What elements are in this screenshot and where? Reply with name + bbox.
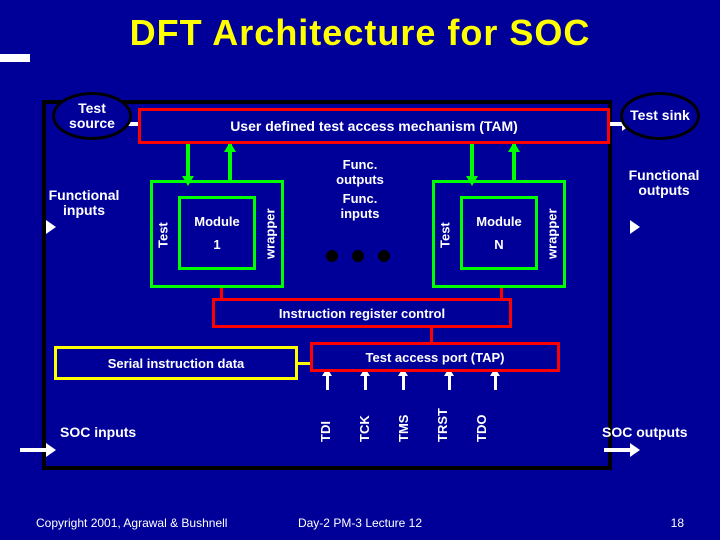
arrowhead-icon xyxy=(630,220,640,234)
dot-icon xyxy=(326,250,338,262)
soc-inputs-label: SOC inputs xyxy=(60,424,136,440)
tap-pin-tms: TMS xyxy=(396,388,411,442)
arrowhead-icon xyxy=(630,443,640,457)
dot-icon xyxy=(378,250,390,262)
tap-pins: TDI TCK TMS TRST TDO xyxy=(318,388,489,442)
func-center-labels: Func. outputs Func. inputs xyxy=(300,158,420,222)
module-n-num: N xyxy=(494,237,503,252)
sid-box: Serial instruction data xyxy=(54,346,298,380)
functional-outputs-label: Functional outputs xyxy=(614,168,714,199)
irc-box: Instruction register control xyxy=(212,298,512,328)
functional-inputs-label: Functional inputs xyxy=(34,188,134,219)
test-sink-label: Test sink xyxy=(630,108,690,123)
module-1-wrapper-label: wrapper xyxy=(260,188,280,280)
module-1-name: Module xyxy=(194,214,240,229)
module-n-test-label: Test xyxy=(435,200,455,270)
tam-label: User defined test access mechanism (TAM) xyxy=(230,118,518,134)
footer-lecture: Day-2 PM-3 Lecture 12 xyxy=(0,516,720,530)
tap-box: Test access port (TAP) xyxy=(310,342,560,372)
dot-icon xyxy=(352,250,364,262)
func-outputs-l2: outputs xyxy=(300,173,420,188)
irc-label: Instruction register control xyxy=(279,306,445,321)
module-n-group: Module N Test wrapper xyxy=(432,180,566,288)
module-n-name: Module xyxy=(476,214,522,229)
func-inputs-l2: inputs xyxy=(300,207,420,222)
test-source-ellipse: Test source xyxy=(52,92,132,140)
module-n-wrapper-label: wrapper xyxy=(542,188,562,280)
module-1-group: Module 1 Test wrapper xyxy=(150,180,284,288)
page-title: DFT Architecture for SOC xyxy=(0,0,720,54)
tam-box: User defined test access mechanism (TAM) xyxy=(138,108,610,144)
test-source-label: Test source xyxy=(55,101,129,132)
func-inputs-l1: Func. xyxy=(300,192,420,207)
module-1-box: Module 1 xyxy=(178,196,256,270)
test-sink-ellipse: Test sink xyxy=(620,92,700,140)
footer-page-num: 18 xyxy=(671,516,684,530)
arrow-icon xyxy=(0,58,30,62)
tap-pin-tdo: TDO xyxy=(474,388,489,442)
soc-outputs-label: SOC outputs xyxy=(602,424,712,440)
tap-pin-tdi: TDI xyxy=(318,388,333,442)
ellipsis-dots xyxy=(326,250,390,262)
arrowhead-icon xyxy=(46,443,56,457)
tap-pin-trst: TRST xyxy=(435,388,450,442)
module-1-num: 1 xyxy=(213,237,220,252)
module-n-box: Module N xyxy=(460,196,538,270)
module-1-test-label: Test xyxy=(153,200,173,270)
arrowhead-icon xyxy=(46,220,56,234)
func-outputs-l1: Func. xyxy=(300,158,420,173)
tap-pin-tck: TCK xyxy=(357,388,372,442)
sid-label: Serial instruction data xyxy=(108,356,245,371)
tap-label: Test access port (TAP) xyxy=(366,350,505,365)
